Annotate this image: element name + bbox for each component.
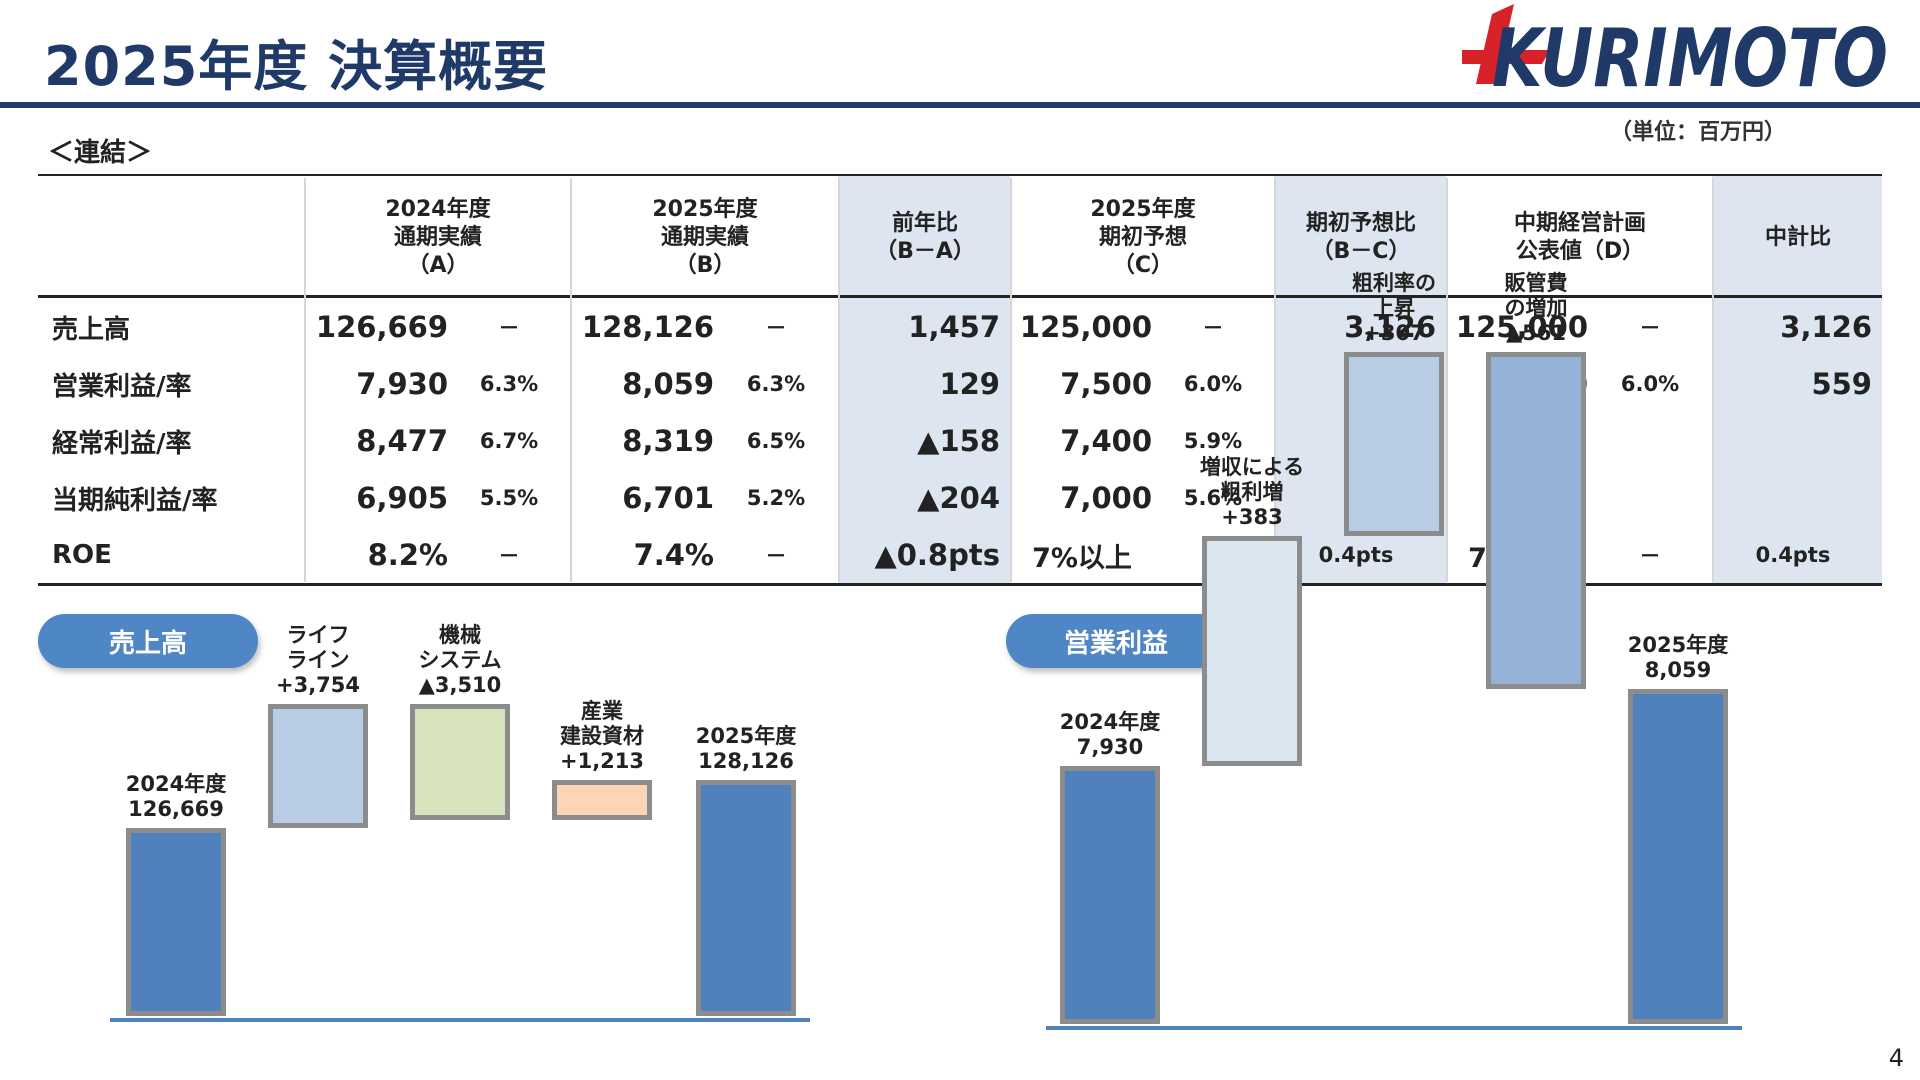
vs-forecast-value: 3,126 [1344,310,1436,344]
fy2024-actual-ratio: 6.7% [479,429,539,453]
midterm-plan-ratio [1588,469,1712,527]
yoy-diff-value: ▲204 [917,481,1000,515]
waterfall-bar [1060,766,1160,1024]
scope-label: ＜連結＞ [48,138,153,168]
waterfall-bar-label: 増収による 粗利増 +383 [1199,455,1305,530]
waterfall-bar-label: 2024年度 7,930 [1059,710,1161,759]
fy2025-forecast-ratio: 5.9% [1183,429,1243,453]
fy2025-actual-value: 8,059 [622,367,714,401]
waterfall-bar [552,780,652,821]
header-midterm-plan: 中期経営計画 公表値（D） [1513,211,1646,264]
header-fy2025-forecast: 2025年度 期初予想 （C） [1090,197,1196,278]
fy2025-forecast-value: 7,400 [1060,424,1152,458]
fy2024-actual-value: 126,669 [315,310,448,344]
waterfall-bar [410,704,510,821]
unit-note: （単位：百万円） [1609,120,1786,145]
fy2025-forecast-ratio: 6.0% [1183,372,1243,396]
waterfall-bar [1486,352,1586,689]
header-fy2024-actual: 2024年度 通期実績 （A） [385,197,491,278]
fy2025-actual-value: 7.4% [633,538,714,572]
yoy-diff-value: 1,457 [908,310,1000,344]
company-logo: KURIMOTO [1462,4,1888,100]
fy2024-actual-ratio: 6.3% [479,372,539,396]
waterfall-bar-label: 2025年度 8,059 [1627,632,1729,682]
fy2024-actual-value: 8,477 [356,424,448,458]
waterfall-bar-label: ライフ ライン +3,754 [275,623,361,698]
fy2025-actual-ratio: 6.5% [746,429,806,453]
fy2025-actual-value: 8,319 [622,424,714,458]
midterm-plan-ratio: － [1639,316,1661,340]
fy2025-forecast-value: 7,500 [1060,367,1152,401]
header-vs-forecast: 期初予想比 （B－C） [1305,211,1416,264]
svg-text:KURIMOTO: KURIMOTO [1492,12,1888,100]
row-label: 当期純利益/率 [52,485,218,516]
yoy-diff-value: ▲0.8pts [874,538,1000,572]
fy2024-actual-value: 7,930 [356,367,448,401]
page-number: 4 [1888,1044,1904,1072]
fy2025-forecast-ratio: 5.6% [1183,486,1243,510]
waterfall-bar-label: 粗利率の 上昇 +307 [1352,271,1436,345]
revenue-chart-title: 売上高 [38,614,258,668]
vs-plan-value: 3,126 [1780,310,1872,344]
waterfall-bar-label: 2024年度 126,669 [125,772,227,822]
waterfall-bar [1628,688,1728,1024]
vs-plan-value: 0.4pts [1755,543,1831,567]
yoy-diff-value: 129 [939,367,1000,401]
row-label: ROE [52,540,112,570]
vs-plan-value: 559 [1811,367,1872,401]
fy2025-forecast-value: 125,000 [1019,310,1152,344]
page-title: 2025年度 決算概要 [44,35,549,98]
chart-baseline [1046,1026,1742,1030]
header-vs-plan: 中計比 [1764,225,1831,250]
fy2024-actual-ratio: 5.5% [479,486,539,510]
fy2025-actual-value: 6,701 [622,481,714,515]
vs-forecast-value: 0.4pts [1318,543,1394,567]
waterfall-bar [268,704,368,829]
fy2025-forecast-ratio: － [1202,316,1224,340]
row-label: 売上高 [52,314,131,345]
row-label: 経常利益/率 [52,428,192,459]
fy2024-actual-value: 6,905 [356,481,448,515]
vs-plan-value [1714,412,1872,470]
midterm-plan-ratio: － [1639,544,1661,568]
waterfall-bar [696,780,796,1016]
fy2024-actual-value: 8.2% [367,538,448,572]
waterfall-bar [126,828,226,1016]
header-yoy: 前年比 （B－A） [875,211,975,264]
fy2025-forecast-value: 7%以上 [1032,542,1132,574]
midterm-plan-ratio: 6.0% [1620,372,1680,396]
fy2025-actual-ratio: 6.3% [746,372,806,396]
waterfall-bar [1202,536,1302,766]
fy2024-actual-ratio: － [498,316,520,340]
results-table: 2024年度 通期実績 （A） 2025年度 通期実績 （B） 前年比 （B－A… [38,174,1882,586]
midterm-plan-ratio [1588,412,1712,470]
waterfall-bar-label: 機械 システム ▲3,510 [418,623,502,698]
waterfall-bar-label: 販管費 の増加 ▲561 [1504,271,1568,345]
fy2024-actual-ratio: － [498,544,520,568]
midterm-plan-value: 125,000 [1455,310,1588,344]
fy2025-actual-ratio: － [765,544,787,568]
fy2025-actual-ratio: － [765,316,787,340]
waterfall-bar [1344,352,1444,537]
waterfall-bar-label: 産業 建設資材 +1,213 [559,699,645,774]
waterfall-bar-label: 2025年度 128,126 [695,724,797,774]
fy2025-actual-value: 128,126 [581,310,714,344]
yoy-diff-value: ▲158 [917,424,1000,458]
fy2025-forecast-value: 7,000 [1060,481,1152,515]
chart-baseline [110,1018,810,1022]
row-label: 営業利益/率 [52,371,192,402]
header-divider [0,102,1920,108]
vs-plan-value [1714,469,1872,527]
operating-profit-chart-title: 営業利益 [1006,614,1226,668]
fy2025-actual-ratio: 5.2% [746,486,806,510]
header-fy2025-actual: 2025年度 通期実績 （B） [652,197,758,278]
